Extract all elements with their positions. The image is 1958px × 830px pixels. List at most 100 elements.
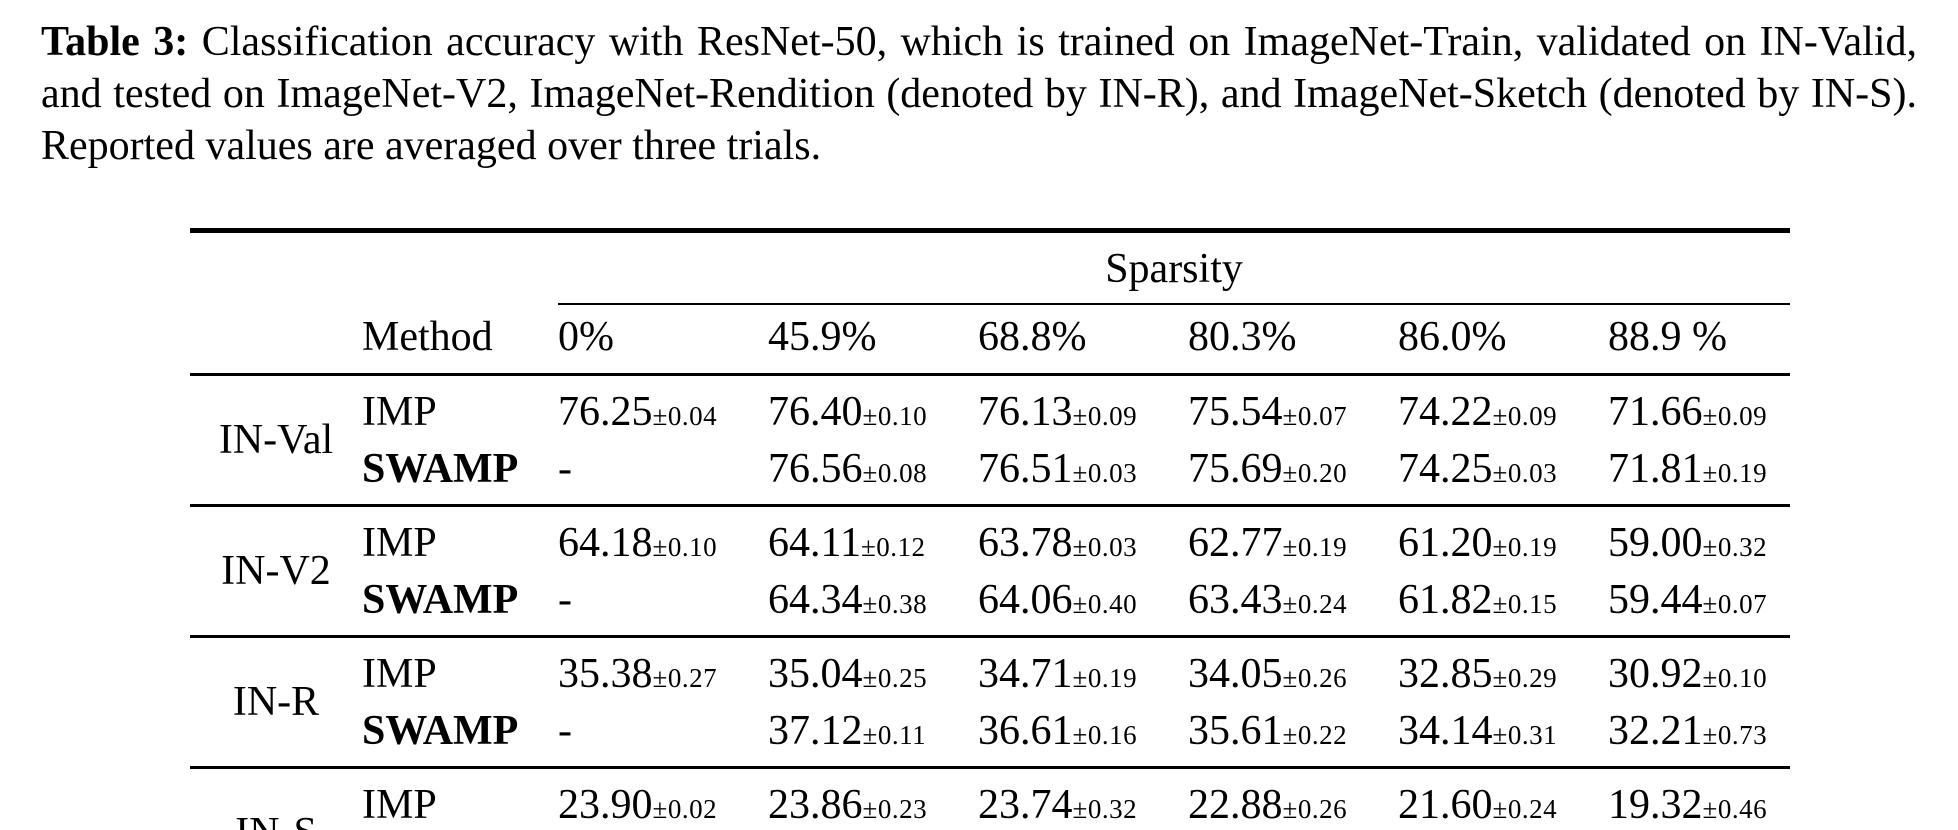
mean-value: 76.13 [978, 389, 1073, 435]
mean-value: 75.54 [1188, 389, 1283, 435]
value-cell: 62.77±0.19 [1188, 506, 1398, 572]
value-cell: 19.32±0.46 [1608, 768, 1790, 830]
data-row: IN-SIMP23.90±0.0223.86±0.2323.74±0.3222.… [190, 768, 1790, 830]
value-cell: - [558, 571, 768, 637]
mean-value: 64.06 [978, 577, 1073, 623]
dataset-label: IN-R [232, 679, 320, 725]
data-row: SWAMP -64.34±0.38 64.06±0.40 63.43±0.24 61.8… [190, 571, 1790, 637]
dataset-label: IN-S [190, 768, 362, 830]
mean-value: 64.11 [768, 520, 861, 566]
group-in-val: IN-Val IMP 76.25±0.04 76.40±0.10 76.13±0.09 7… [190, 375, 1790, 506]
results-table: Sparsity Method 0% 45.9% 68.8% 80.3% 86.0% 88… [190, 228, 1791, 830]
mean-value: 23.86 [768, 782, 863, 828]
value-cell: 35.38±0.27 [558, 637, 768, 703]
method-cell: SWAMP [362, 577, 519, 623]
mean-value: 75.69 [1188, 446, 1283, 492]
group-in-v2: IN-V2 IMP 64.18±0.10 64.11±0.12 63.78±0.03 62… [190, 505, 1791, 637]
mean-value: 63.43 [1188, 577, 1283, 623]
mean-value: 76.25 [558, 389, 653, 435]
column-header-row: Method 0% 45.9% 68.8% 80.3% 86.0% 88.9 % [190, 304, 1791, 376]
std-value: ±0.24 [1282, 589, 1348, 619]
value-cell: 76.40±0.10 [768, 375, 978, 441]
mean-value: 23.90 [558, 782, 653, 828]
value-cell: - [558, 702, 768, 768]
table-container: Sparsity Method 0% 45.9% 68.8% 80.3% 86.0% 88… [190, 228, 1958, 830]
mean-value: 64.18 [558, 520, 653, 566]
std-value: ±0.23 [862, 794, 928, 824]
table-caption: Table 3: Classification accuracy with Re… [41, 16, 1917, 172]
mean-value: 74.22 [1398, 389, 1493, 435]
mean-value: 76.56 [768, 446, 863, 492]
value-cell: 22.88±0.26 [1188, 768, 1398, 830]
value-cell: 30.92±0.10 [1608, 637, 1790, 703]
mean-value: 35.04 [768, 651, 863, 697]
spacer-cell [190, 304, 362, 376]
mean-value: 61.20 [1398, 520, 1493, 566]
sparsity-level-header: 0% [558, 304, 768, 376]
data-row: IN-V2 IMP 64.18±0.10 64.11±0.12 63.78±0.03 62… [190, 506, 1790, 594]
data-row: SWAMP -37.12±0.11 36.61±0.16 35.61±0.22 34.1… [190, 702, 1790, 768]
std-value: ±0.11 [862, 720, 927, 750]
mean-value: 32.85 [1398, 651, 1493, 697]
std-value: ±0.32 [1702, 532, 1768, 562]
mean-value: 74.25 [1398, 446, 1493, 492]
caption-text: Classification accuracy with ResNet-50, … [41, 19, 1917, 169]
missing-value: - [558, 577, 572, 623]
caption-label: Table 3: [41, 19, 189, 65]
value-cell: 63.43±0.24 [1188, 571, 1398, 637]
method-cell: IMP [362, 520, 437, 566]
std-value: ±0.38 [862, 589, 928, 619]
dataset-label: IN-Val [218, 417, 334, 463]
value-cell: 74.25±0.03 [1398, 440, 1608, 506]
dataset-label: IN-V2 [221, 548, 331, 594]
value-cell: 23.90±0.02 [558, 768, 768, 830]
std-value: ±0.03 [1072, 532, 1138, 562]
value-cell: 23.86±0.23 [768, 768, 978, 830]
mean-value: 59.44 [1608, 577, 1703, 623]
value-cell: 76.13±0.09 [978, 375, 1188, 441]
value-cell: 75.69±0.20 [1188, 440, 1398, 506]
mean-value: 34.14 [1398, 708, 1493, 754]
value-cell: 34.14±0.31 [1398, 702, 1608, 768]
mean-value: 76.40 [768, 389, 863, 435]
group-in-r: IN-R IMP 35.38±0.27 35.04±0.25 34.71±0.19 34.… [190, 636, 1791, 768]
spacer-cell [190, 231, 558, 305]
sparsity-level-header: 45.9% [768, 304, 978, 376]
method-cell: IMP [362, 389, 437, 435]
value-cell: 23.74±0.32 [978, 768, 1188, 830]
std-value: ±0.46 [1702, 794, 1768, 824]
missing-value: - [558, 446, 572, 492]
method-cell: IMP [362, 782, 437, 828]
std-value: ±0.27 [652, 663, 718, 693]
mean-value: 76.51 [978, 446, 1073, 492]
method-header: Method [362, 304, 558, 376]
std-value: ±0.04 [652, 401, 718, 431]
std-value: ±0.03 [1072, 458, 1138, 488]
mean-value: 64.34 [768, 577, 863, 623]
std-value: ±0.40 [1072, 589, 1138, 619]
mean-value: 61.82 [1398, 577, 1493, 623]
mean-value: 71.66 [1608, 389, 1703, 435]
value-cell: 37.12±0.11 [768, 702, 978, 768]
std-value: ±0.25 [862, 663, 928, 693]
data-row: IN-Val IMP 76.25±0.04 76.40±0.10 76.13±0.09 7… [190, 375, 1790, 463]
method-cell: SWAMP [362, 708, 519, 754]
std-value: ±0.10 [652, 532, 718, 562]
std-value: ±0.26 [1282, 663, 1348, 693]
sparsity-level-header: 88.9 % [1608, 304, 1791, 376]
mean-value: 19.32 [1608, 782, 1703, 828]
value-cell: 64.18±0.10 [558, 506, 768, 572]
value-cell: 64.06±0.40 [978, 571, 1188, 637]
mean-value: 71.81 [1608, 446, 1703, 492]
mean-value: 34.71 [978, 651, 1073, 697]
mean-value: 35.38 [558, 651, 653, 697]
mean-value: 37.12 [768, 708, 863, 754]
value-cell: 74.22±0.09 [1398, 375, 1608, 441]
value-cell: 32.21±0.73 [1608, 702, 1790, 768]
missing-value: - [558, 708, 572, 754]
method-cell: SWAMP [362, 446, 519, 492]
value-cell: 61.82±0.15 [1398, 571, 1608, 637]
std-value: ±0.12 [860, 532, 926, 562]
mean-value: 22.88 [1188, 782, 1283, 828]
std-value: ±0.08 [862, 458, 928, 488]
